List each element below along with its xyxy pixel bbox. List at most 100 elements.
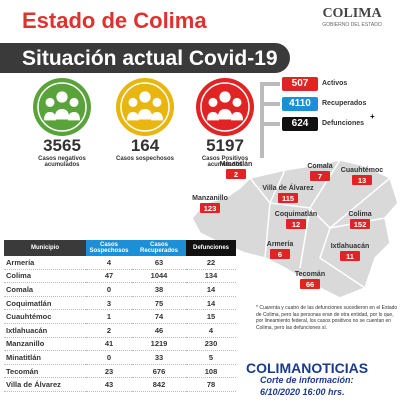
table-cell: Colima (4, 269, 86, 284)
table-cell: 63 (132, 256, 186, 270)
stat-ring (120, 82, 170, 132)
table-row: Armería 4 63 22 (4, 256, 236, 270)
table-cell: 38 (132, 282, 186, 297)
table-cell: 108 (186, 364, 236, 379)
cutoff-label: Corte de información: (260, 375, 354, 385)
bracket (260, 82, 280, 158)
summary-label: Recuperados (322, 100, 367, 107)
table-row: Tecomán 23 676 108 (4, 364, 236, 379)
subtitle: Situación actual Covid-19 (22, 47, 278, 70)
table-cell: 1044 (132, 269, 186, 284)
map-name: Tecomán (295, 271, 325, 278)
table-cell: 75 (132, 296, 186, 311)
map-badge (300, 279, 320, 289)
table-cell: 1 (86, 309, 132, 324)
table-cell: 23 (86, 364, 132, 379)
summary-label: Activos (322, 80, 348, 87)
map-name: Manzanillo (192, 195, 228, 202)
table-cell: Villa de Álvarez (4, 377, 86, 392)
stat-circle (196, 78, 254, 136)
map-value: 123 (204, 204, 217, 213)
stat-icons (33, 78, 254, 136)
map-labels: Minatitlán 2 Comala 7 Villa de Álvarez 115 Cua… (192, 161, 383, 289)
person-body (127, 112, 139, 121)
map-name: Minatitlán (220, 161, 253, 168)
table-cell: 14 (186, 282, 236, 297)
stat-circle (33, 78, 91, 136)
table-cell: Manzanillo (4, 337, 86, 352)
table-cell: 41 (86, 337, 132, 352)
stat-value: 5197 (206, 136, 244, 155)
person-head (232, 97, 242, 107)
person-body (44, 112, 56, 121)
person-head (219, 91, 231, 103)
table-cell: 22 (186, 256, 236, 270)
map-badge (200, 203, 220, 213)
stat-value: 164 (130, 136, 160, 155)
table-cell: 2 (86, 323, 132, 338)
map-name: Armería (267, 241, 294, 248)
table-wrap: Municipio Casos Sospechosos Casos Recupera… (4, 240, 236, 392)
table-cell: 5 (186, 350, 236, 365)
table-cell: 0 (86, 350, 132, 365)
table-cell: 842 (132, 377, 186, 392)
table-cell: 15 (186, 309, 236, 324)
map-borders (249, 159, 391, 289)
map-badge (340, 251, 360, 261)
summary-label: Defunciones (322, 120, 365, 127)
stat: 164 Casos sospechosos (105, 136, 185, 162)
table-cell: 14 (186, 296, 236, 311)
map-value: 7 (318, 172, 322, 181)
note: * Cuarenta y cuatro de las defunciones s… (256, 305, 398, 331)
person-body (54, 109, 70, 120)
person-body (217, 109, 233, 120)
table-row: Villa de Álvarez 43 842 78 (4, 377, 236, 392)
header-cell: Defunciones (186, 240, 236, 256)
map-value: 115 (282, 194, 294, 203)
stat-ring (200, 82, 250, 132)
person-body (68, 112, 80, 121)
map-name: Colima (348, 211, 371, 218)
icons (33, 78, 280, 158)
table-cell: 0 (86, 282, 132, 297)
banner: Situación actual Covid-19 (0, 43, 290, 73)
table-cell: Minatitlán (4, 350, 86, 365)
person-head (69, 97, 79, 107)
map-badge (270, 249, 290, 259)
map: Minatitlán 2 Comala 7 Villa de Álvarez 115 Cua… (191, 159, 399, 299)
header-cell: Municipio (4, 240, 86, 256)
map-value: 11 (346, 252, 354, 261)
table-cell: 676 (132, 364, 186, 379)
table-cell: Coquimatlán (4, 296, 86, 311)
header-cell: Casos Sospechosos (86, 240, 132, 256)
table-cell: 1219 (132, 337, 186, 352)
table-row: Ixtlahuacán 2 46 4 (4, 323, 236, 338)
map-name: Villa de Álvarez (262, 183, 314, 192)
table: Municipio Casos Sospechosos Casos Recupera… (4, 240, 236, 392)
person-head (56, 91, 68, 103)
stat-value: 3565 (43, 136, 81, 155)
person-head (45, 97, 55, 107)
person-head (152, 97, 162, 107)
stat-label: Casos Positivos acumulados (201, 156, 249, 168)
table-cell: 230 (186, 337, 236, 352)
title: Estado de Colima (22, 8, 207, 33)
table-row: Comala 0 38 14 (4, 282, 236, 297)
table-cell: 46 (132, 323, 186, 338)
stat-label: Casos negativos acumulados (38, 156, 86, 168)
map-value: 12 (292, 220, 300, 229)
map-badge (226, 169, 246, 179)
table-cell: Cuauhtémoc (4, 309, 86, 324)
summary-value: 507 (282, 77, 318, 91)
map-badge (278, 193, 298, 203)
map-value: 6 (278, 250, 282, 259)
stat: 5197 Casos Positivos acumulados (185, 136, 265, 168)
map-name: Cuauhtémoc (341, 167, 384, 174)
person-body (207, 112, 219, 121)
table-header: Municipio Casos Sospechosos Casos Recupera… (4, 240, 236, 256)
logo-subtitle: GOBIERNO DEL ESTADO (322, 22, 382, 28)
map-badge (310, 171, 330, 181)
logo-text: COLIMA (322, 6, 382, 21)
person-body (231, 112, 243, 121)
